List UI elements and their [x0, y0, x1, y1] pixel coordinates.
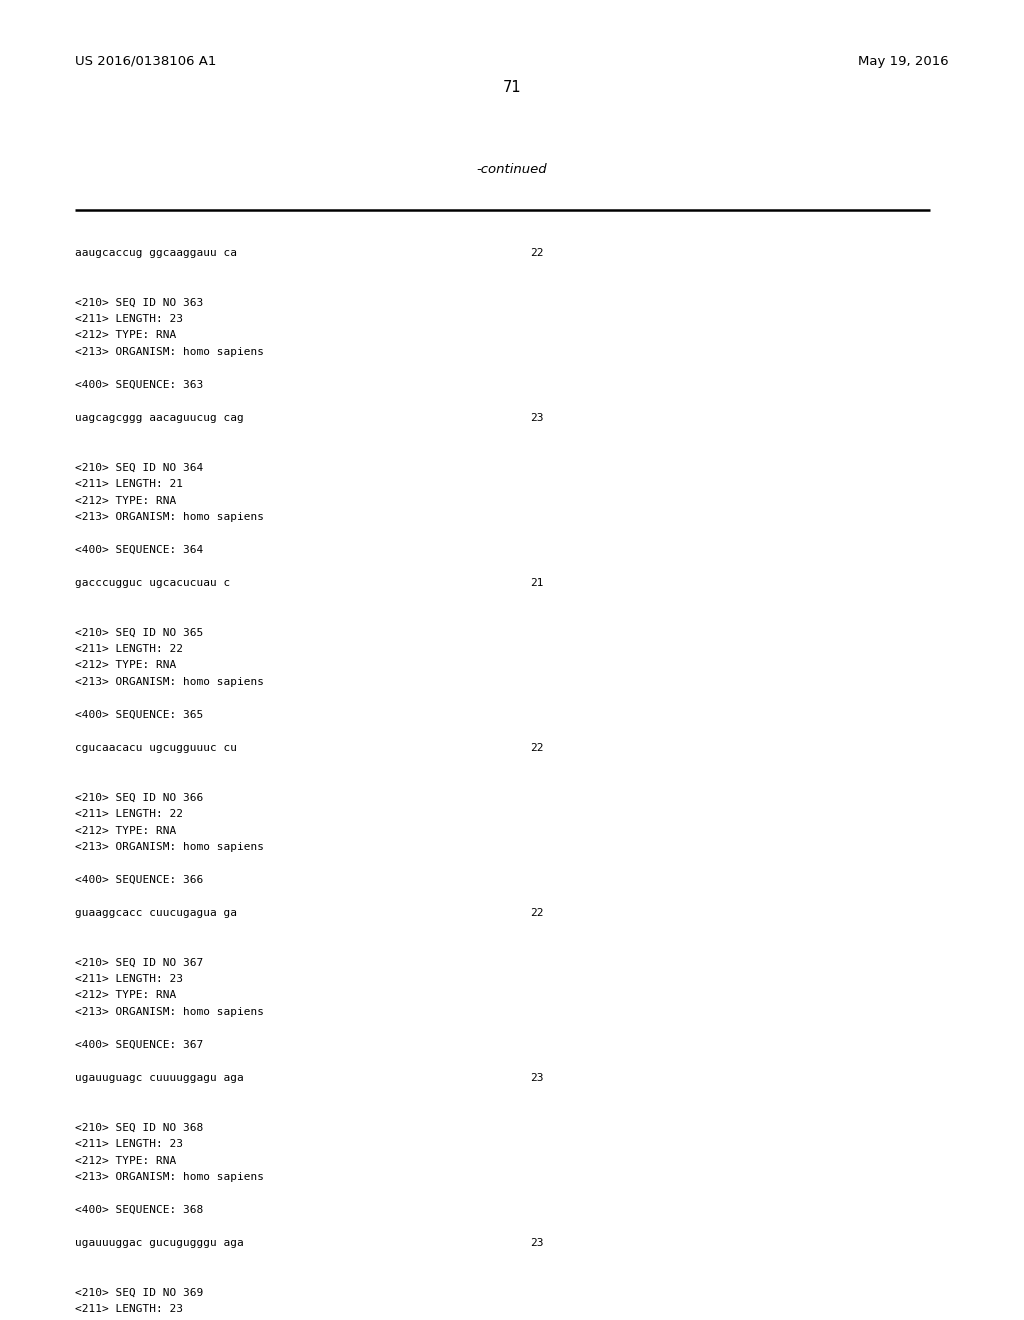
- Text: <400> SEQUENCE: 367: <400> SEQUENCE: 367: [75, 1040, 203, 1049]
- Text: <210> SEQ ID NO 364: <210> SEQ ID NO 364: [75, 462, 203, 473]
- Text: cgucaacacu ugcugguuuc cu: cgucaacacu ugcugguuuc cu: [75, 743, 237, 752]
- Text: <210> SEQ ID NO 363: <210> SEQ ID NO 363: [75, 297, 203, 308]
- Text: <210> SEQ ID NO 365: <210> SEQ ID NO 365: [75, 627, 203, 638]
- Text: <211> LENGTH: 23: <211> LENGTH: 23: [75, 1304, 183, 1313]
- Text: 71: 71: [503, 81, 521, 95]
- Text: 22: 22: [530, 743, 544, 752]
- Text: <213> ORGANISM: homo sapiens: <213> ORGANISM: homo sapiens: [75, 1007, 264, 1016]
- Text: <213> ORGANISM: homo sapiens: <213> ORGANISM: homo sapiens: [75, 347, 264, 356]
- Text: uagcagcggg aacaguucug cag: uagcagcggg aacaguucug cag: [75, 413, 244, 422]
- Text: <211> LENGTH: 23: <211> LENGTH: 23: [75, 314, 183, 323]
- Text: <213> ORGANISM: homo sapiens: <213> ORGANISM: homo sapiens: [75, 1172, 264, 1181]
- Text: guaaggcacc cuucugagua ga: guaaggcacc cuucugagua ga: [75, 908, 237, 917]
- Text: <211> LENGTH: 22: <211> LENGTH: 22: [75, 809, 183, 818]
- Text: <212> TYPE: RNA: <212> TYPE: RNA: [75, 1155, 176, 1166]
- Text: <211> LENGTH: 23: <211> LENGTH: 23: [75, 1139, 183, 1148]
- Text: 21: 21: [530, 578, 544, 587]
- Text: 23: 23: [530, 1238, 544, 1247]
- Text: <213> ORGANISM: homo sapiens: <213> ORGANISM: homo sapiens: [75, 677, 264, 686]
- Text: 23: 23: [530, 1073, 544, 1082]
- Text: <210> SEQ ID NO 367: <210> SEQ ID NO 367: [75, 957, 203, 968]
- Text: 22: 22: [530, 908, 544, 917]
- Text: 22: 22: [530, 248, 544, 257]
- Text: <211> LENGTH: 23: <211> LENGTH: 23: [75, 974, 183, 983]
- Text: <400> SEQUENCE: 366: <400> SEQUENCE: 366: [75, 875, 203, 884]
- Text: aaugcaccug ggcaaggauu ca: aaugcaccug ggcaaggauu ca: [75, 248, 237, 257]
- Text: <400> SEQUENCE: 364: <400> SEQUENCE: 364: [75, 545, 203, 554]
- Text: May 19, 2016: May 19, 2016: [858, 55, 949, 69]
- Text: ugauuuggac gucugugggu aga: ugauuuggac gucugugggu aga: [75, 1238, 244, 1247]
- Text: -continued: -continued: [477, 162, 547, 176]
- Text: <400> SEQUENCE: 365: <400> SEQUENCE: 365: [75, 710, 203, 719]
- Text: <212> TYPE: RNA: <212> TYPE: RNA: [75, 825, 176, 836]
- Text: <212> TYPE: RNA: <212> TYPE: RNA: [75, 330, 176, 341]
- Text: <210> SEQ ID NO 366: <210> SEQ ID NO 366: [75, 792, 203, 803]
- Text: <212> TYPE: RNA: <212> TYPE: RNA: [75, 990, 176, 1001]
- Text: <211> LENGTH: 21: <211> LENGTH: 21: [75, 479, 183, 488]
- Text: US 2016/0138106 A1: US 2016/0138106 A1: [75, 55, 216, 69]
- Text: <211> LENGTH: 22: <211> LENGTH: 22: [75, 644, 183, 653]
- Text: gacccugguc ugcacucuau c: gacccugguc ugcacucuau c: [75, 578, 230, 587]
- Text: <400> SEQUENCE: 363: <400> SEQUENCE: 363: [75, 380, 203, 389]
- Text: <210> SEQ ID NO 369: <210> SEQ ID NO 369: [75, 1287, 203, 1298]
- Text: <212> TYPE: RNA: <212> TYPE: RNA: [75, 660, 176, 671]
- Text: <400> SEQUENCE: 368: <400> SEQUENCE: 368: [75, 1205, 203, 1214]
- Text: ugauuguagc cuuuuggagu aga: ugauuguagc cuuuuggagu aga: [75, 1073, 244, 1082]
- Text: <213> ORGANISM: homo sapiens: <213> ORGANISM: homo sapiens: [75, 512, 264, 521]
- Text: 23: 23: [530, 413, 544, 422]
- Text: <210> SEQ ID NO 368: <210> SEQ ID NO 368: [75, 1122, 203, 1133]
- Text: <213> ORGANISM: homo sapiens: <213> ORGANISM: homo sapiens: [75, 842, 264, 851]
- Text: <212> TYPE: RNA: <212> TYPE: RNA: [75, 495, 176, 506]
